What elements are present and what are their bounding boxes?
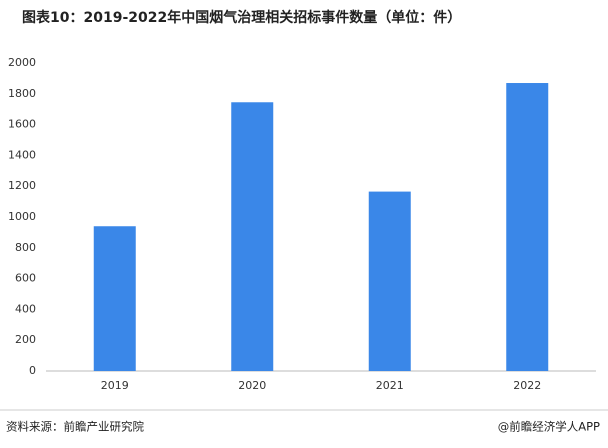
y-tick-label: 1000: [8, 210, 36, 223]
x-tick-label: 2021: [376, 379, 404, 392]
y-tick-label: 2000: [8, 56, 36, 69]
source: 资料来源：前瞻产业研究院: [6, 420, 144, 434]
y-tick-label: 800: [15, 241, 36, 254]
y-tick-label: 1400: [8, 148, 36, 161]
bar: [368, 191, 411, 371]
y-tick-label: 400: [15, 302, 36, 315]
y-tick-label: 1800: [8, 87, 36, 100]
y-tick-label: 1200: [8, 179, 36, 192]
x-tick-label: 2019: [101, 379, 129, 392]
x-tick-label: 2022: [513, 379, 541, 392]
bar: [506, 83, 549, 372]
credit: @前瞻经济学人APP: [498, 420, 600, 434]
y-tick-label: 0: [29, 364, 36, 377]
y-tick-label: 1600: [8, 118, 36, 131]
x-tick-label: 2020: [238, 379, 266, 392]
chart-title: 图表10：2019-2022年中国烟气治理相关招标事件数量（单位：件）: [22, 9, 461, 26]
bar: [231, 102, 274, 372]
y-tick-label: 200: [15, 333, 36, 346]
bar: [93, 226, 136, 371]
y-tick-label: 600: [15, 272, 36, 285]
